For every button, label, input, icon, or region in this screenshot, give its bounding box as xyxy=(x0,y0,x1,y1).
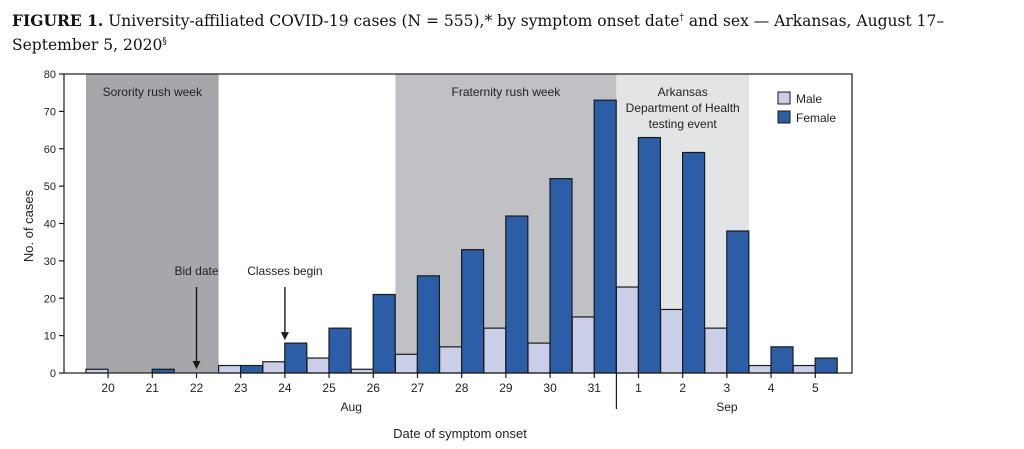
y-axis-label: No. of cases xyxy=(21,189,36,262)
y-tick-label-50: 50 xyxy=(44,181,56,193)
bar-male-23 xyxy=(218,364,242,374)
plot-frame xyxy=(59,73,853,409)
legend-label-female: Female xyxy=(796,111,836,125)
y-tick-label-70: 70 xyxy=(44,106,56,118)
y-tick-label-80: 80 xyxy=(44,69,56,81)
bar-male-28 xyxy=(439,346,463,374)
legend-swatch-male xyxy=(777,91,791,105)
x-tick-label-22: 22 xyxy=(190,381,204,395)
x-tick-label-29: 29 xyxy=(499,381,513,395)
figure-title-continued: and sex — Arkansas, August 17–September … xyxy=(12,12,945,55)
bar-female-29 xyxy=(505,215,529,374)
x-tick-label-20: 20 xyxy=(101,381,115,395)
x-tick-label-3: 3 xyxy=(724,381,731,395)
x-tick-label-31: 31 xyxy=(588,381,602,395)
bar-female-30 xyxy=(549,178,573,374)
bar-female-25 xyxy=(328,327,352,374)
month-label-aug: Aug xyxy=(341,400,362,414)
bar-female-3 xyxy=(726,230,750,374)
x-tick-label-2: 2 xyxy=(679,381,686,395)
x-tick-label-28: 28 xyxy=(455,381,469,395)
bar-male-25 xyxy=(306,357,330,374)
bar-female-5 xyxy=(814,357,838,374)
shaded-period-0 xyxy=(86,74,219,373)
bar-female-26 xyxy=(372,293,396,374)
legend-swatch-female xyxy=(777,110,791,124)
bar-male-30 xyxy=(527,342,551,374)
x-tick-label-24: 24 xyxy=(278,381,292,395)
shaded-period-label-2-1: Department of Health xyxy=(626,101,740,115)
shaded-period-label-1-0: Fraternity rush week xyxy=(452,85,562,99)
x-tick-label-1: 1 xyxy=(635,381,642,395)
y-tick-label-0: 0 xyxy=(50,368,56,380)
bar-female-24 xyxy=(284,342,308,374)
bar-male-2 xyxy=(659,308,684,374)
y-tick-label-40: 40 xyxy=(44,219,56,231)
annotation-arrowhead-1 xyxy=(280,332,289,341)
bar-female-28 xyxy=(461,249,485,374)
bar-male-31 xyxy=(571,316,595,374)
figure-title: FIGURE 1. University-affiliated COVID-19… xyxy=(12,8,1012,56)
y-tick-label-30: 30 xyxy=(44,256,56,268)
annotation-arrowhead-0 xyxy=(192,361,201,369)
bar-female-23 xyxy=(240,364,264,374)
bar-male-27 xyxy=(394,353,418,374)
labels: Sorority rush week Fraternity rush week Ar… xyxy=(44,69,819,414)
x-tick-label-30: 30 xyxy=(543,381,557,395)
section-footnote-mark: § xyxy=(162,37,167,48)
shaded-period-label-2-0: Arkansas xyxy=(658,85,708,99)
bar-female-1 xyxy=(637,136,662,374)
bar-male-24 xyxy=(262,361,286,374)
bar-female-2 xyxy=(681,151,706,374)
x-tick-label-25: 25 xyxy=(322,381,336,395)
x-tick-label-4: 4 xyxy=(768,381,775,395)
shaded-period-label-2-2: testing event xyxy=(649,117,718,131)
legend: Male Female xyxy=(777,91,836,125)
y-tick-label-20: 20 xyxy=(44,293,56,305)
figure-label: FIGURE 1. xyxy=(12,11,104,31)
bar-male-1 xyxy=(615,286,640,374)
x-axis-label: Date of symptom onset xyxy=(393,426,527,441)
legend-label-male: Male xyxy=(796,92,822,106)
annotation-bid-date: Bid date xyxy=(174,264,218,278)
x-tick-label-21: 21 xyxy=(146,381,160,395)
bar-male-5 xyxy=(792,364,816,374)
figure-title-text: University-affiliated COVID-19 cases (N … xyxy=(108,12,680,31)
y-tick-label-10: 10 xyxy=(44,331,56,343)
bar-female-27 xyxy=(416,275,440,374)
x-tick-label-27: 27 xyxy=(411,381,425,395)
x-tick-label-5: 5 xyxy=(812,381,819,395)
x-tick-label-23: 23 xyxy=(234,381,248,395)
shaded-period-label-0-0: Sorority rush week xyxy=(103,85,203,99)
bar-male-29 xyxy=(483,327,507,374)
annotation-classes-begin: Classes begin xyxy=(247,264,322,278)
bar-female-4 xyxy=(770,346,794,374)
y-tick-label-60: 60 xyxy=(44,144,56,156)
bar-male-3 xyxy=(704,327,728,374)
bar-female-31 xyxy=(593,99,617,374)
bar-male-4 xyxy=(748,364,772,374)
month-label-sep: Sep xyxy=(716,400,738,414)
x-tick-label-26: 26 xyxy=(367,381,381,395)
dagger-footnote-mark: † xyxy=(679,13,684,23)
